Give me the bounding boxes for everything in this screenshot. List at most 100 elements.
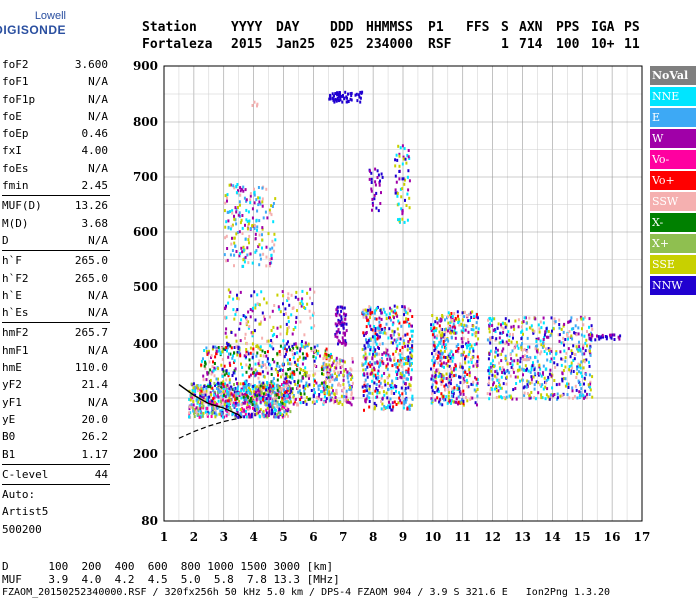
echo-point	[369, 364, 372, 368]
echo-point	[382, 362, 385, 366]
echo-point	[246, 403, 249, 407]
echo-point	[337, 342, 339, 346]
echo-point	[395, 362, 398, 366]
echo-point	[271, 239, 274, 243]
echo-point	[268, 400, 270, 404]
echo-point	[287, 362, 290, 366]
echo-point	[476, 313, 478, 317]
echo-point	[302, 376, 305, 380]
echo-point	[248, 415, 251, 419]
echo-point	[275, 393, 278, 397]
echo-point	[347, 400, 350, 404]
echo-point	[234, 206, 237, 210]
echo-point	[474, 401, 477, 405]
echo-point	[317, 397, 320, 401]
echo-point	[328, 399, 331, 403]
echo-point	[403, 147, 406, 151]
echo-point	[270, 329, 273, 332]
echo-point	[224, 382, 226, 386]
echo-point	[379, 323, 382, 327]
echo-point	[514, 343, 517, 347]
echo-point	[325, 376, 328, 380]
echo-point	[375, 382, 378, 386]
echo-point	[583, 360, 586, 364]
echo-point	[245, 409, 247, 413]
echo-point	[286, 388, 289, 392]
echo-point	[403, 308, 406, 312]
echo-point	[453, 324, 456, 328]
echo-point	[376, 176, 379, 179]
echo-point	[350, 393, 353, 397]
echo-point	[310, 389, 313, 392]
echo-point	[261, 233, 263, 237]
echo-point	[224, 348, 227, 351]
echo-point	[375, 376, 378, 380]
echo-point	[465, 378, 468, 382]
echo-point	[217, 367, 220, 371]
echo-point	[303, 392, 306, 396]
echo-point	[378, 183, 381, 187]
param-key: C-level	[2, 467, 49, 481]
echo-point	[228, 396, 231, 400]
echo-point	[265, 301, 268, 305]
echo-point	[463, 315, 466, 318]
echo-point	[371, 356, 374, 360]
echo-point	[402, 177, 405, 181]
echo-point	[545, 327, 548, 331]
echo-point	[362, 308, 365, 312]
echo-point	[467, 319, 470, 323]
echo-point	[324, 356, 327, 360]
hdr-value-day: Jan25	[276, 37, 316, 52]
param-value: 3.68	[81, 216, 109, 230]
echo-point	[473, 388, 476, 392]
echo-point	[372, 352, 375, 356]
echo-point	[537, 323, 540, 327]
echo-point	[466, 355, 469, 359]
echo-point	[229, 385, 232, 389]
echo-point	[246, 246, 249, 250]
echo-point	[496, 378, 499, 382]
echo-point	[230, 331, 233, 334]
echo-point	[431, 314, 434, 317]
echo-point	[246, 253, 249, 257]
echo-point	[496, 372, 499, 376]
echo-point	[331, 377, 334, 381]
echo-point	[228, 399, 231, 403]
echo-point	[533, 383, 536, 387]
echo-point	[279, 368, 282, 372]
echo-point	[540, 384, 543, 388]
echo-point	[294, 400, 296, 404]
echo-point	[203, 364, 206, 368]
echo-point	[542, 387, 545, 391]
echo-point	[384, 406, 387, 410]
echo-point	[273, 390, 276, 394]
echo-point	[392, 310, 395, 314]
echo-point	[539, 352, 542, 356]
echo-point	[386, 357, 389, 361]
echo-point	[374, 361, 377, 365]
param-row: foF2 3.600	[2, 56, 110, 73]
echo-point	[213, 362, 216, 365]
echo-point	[206, 372, 209, 376]
echo-point	[238, 348, 241, 352]
param-row: h`E N/A	[2, 287, 110, 304]
echo-point	[469, 319, 471, 322]
echo-point	[246, 401, 249, 405]
echo-point	[223, 393, 225, 397]
echo-point	[498, 361, 500, 365]
echo-point	[432, 355, 435, 359]
echo-point	[512, 333, 514, 337]
echo-point	[433, 391, 436, 394]
echo-point	[407, 372, 410, 376]
echo-point	[261, 186, 264, 190]
echo-point	[395, 385, 398, 388]
echo-point	[569, 319, 572, 323]
echo-point	[393, 330, 396, 334]
echo-point	[243, 382, 246, 385]
echo-point	[529, 381, 532, 385]
echo-point	[261, 197, 264, 201]
hdr-value-pps: 100	[556, 37, 580, 52]
echo-point	[245, 198, 248, 202]
echo-point	[467, 385, 470, 389]
echo-point	[260, 390, 263, 394]
